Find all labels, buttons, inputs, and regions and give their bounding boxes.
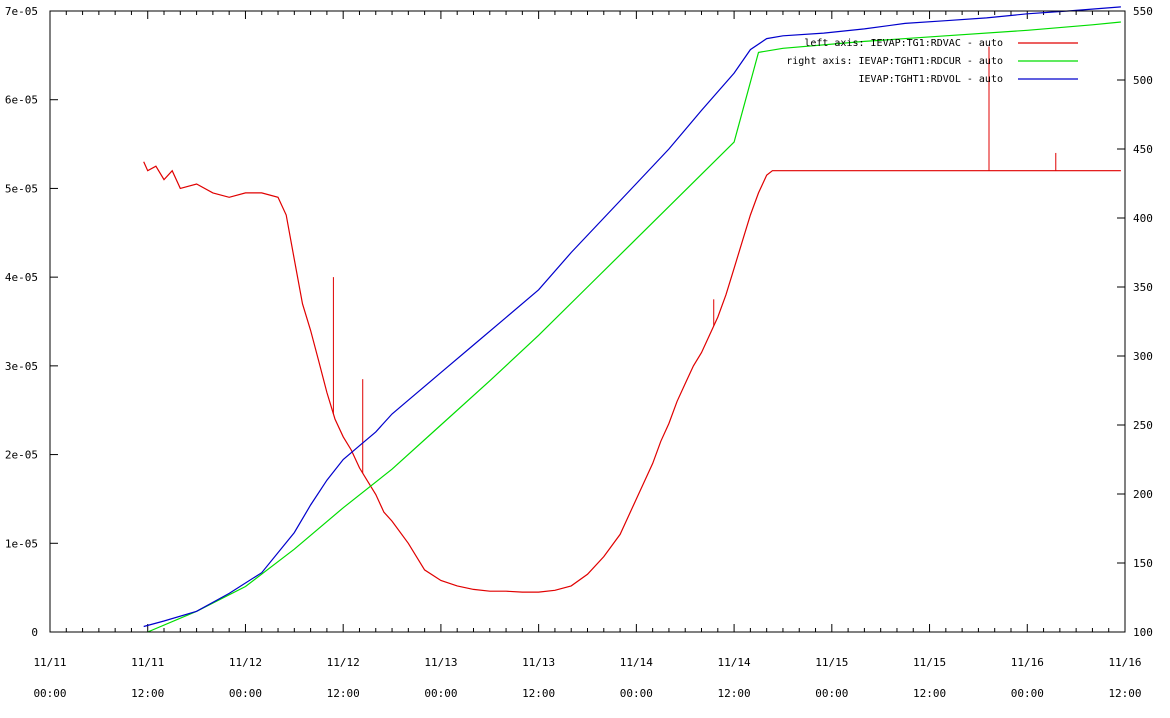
x-axis-time-label: 00:00 — [620, 687, 653, 700]
x-axis-date-label: 11/16 — [1011, 656, 1044, 669]
legend-label-2: right axis: IEVAP:TGHT1:RDCUR - auto — [786, 56, 1003, 67]
x-axis-date-label: 11/15 — [913, 656, 946, 669]
x-axis-date-label: 11/13 — [424, 656, 457, 669]
x-axis-time-label: 12:00 — [131, 687, 164, 700]
x-axis-time-label: 12:00 — [913, 687, 946, 700]
left-axis-tick-label: 7e-05 — [5, 5, 38, 18]
right-axis-tick-label: 150 — [1133, 557, 1153, 570]
left-axis-tick-label: 5e-05 — [5, 182, 38, 195]
right-axis-tick-label: 300 — [1133, 350, 1153, 363]
x-axis-time-label: 12:00 — [1108, 687, 1141, 700]
axis-ticks: 0 1e-05 2e-05 3e-05 4e-05 5e-05 6e-05 7e-05 100 1… — [5, 5, 1153, 700]
left-axis-tick-label: 4e-05 — [5, 271, 38, 284]
x-axis-time-label: 00:00 — [815, 687, 848, 700]
right-axis-tick-label: 550 — [1133, 5, 1153, 18]
x-axis-date-label: 11/15 — [815, 656, 848, 669]
legend-label-1: left axis: IEVAP:TG1:RDVAC - auto — [804, 38, 1003, 49]
x-axis-date-label: 11/11 — [131, 656, 164, 669]
right-axis-tick-label: 500 — [1133, 74, 1153, 87]
left-axis-tick-label: 0 — [31, 626, 38, 639]
plot-frame — [49, 10, 1126, 633]
x-axis-time-label: 12:00 — [327, 687, 360, 700]
x-axis-time-label: 00:00 — [1011, 687, 1044, 700]
right-axis-tick-label: 400 — [1133, 212, 1153, 225]
series-line-2 — [147, 21, 1121, 633]
x-axis-time-label: 12:00 — [718, 687, 751, 700]
right-axis-tick-label: 450 — [1133, 143, 1153, 156]
x-axis-date-label: 11/13 — [522, 656, 555, 669]
x-axis-time-label: 00:00 — [229, 687, 262, 700]
x-axis-date-label: 11/12 — [229, 656, 262, 669]
x-axis-time-label: 00:00 — [33, 687, 66, 700]
right-axis-tick-label: 250 — [1133, 419, 1153, 432]
series-line-3 — [143, 6, 1121, 628]
legend-label-3: IEVAP:TGHT1:RDVOL - auto — [859, 74, 1004, 85]
series-line-1 — [143, 161, 1121, 593]
left-axis-tick-label: 1e-05 — [5, 537, 38, 550]
right-axis-tick-label: 100 — [1133, 626, 1153, 639]
series-layer — [143, 6, 1121, 633]
x-axis-date-label: 11/12 — [327, 656, 360, 669]
left-axis-tick-label: 2e-05 — [5, 449, 38, 462]
right-axis-tick-label: 200 — [1133, 488, 1153, 501]
x-axis-date-label: 11/14 — [718, 656, 751, 669]
x-axis-time-label: 12:00 — [522, 687, 555, 700]
x-axis-date-label: 11/14 — [620, 656, 653, 669]
legend: left axis: IEVAP:TG1:RDVAC - auto right a… — [786, 38, 1078, 85]
right-axis-tick-label: 350 — [1133, 281, 1153, 294]
left-axis-tick-label: 3e-05 — [5, 360, 38, 373]
left-axis-tick-label: 6e-05 — [5, 94, 38, 107]
x-axis-time-label: 00:00 — [424, 687, 457, 700]
x-axis-date-label: 11/11 — [33, 656, 66, 669]
x-axis-date-label: 11/16 — [1108, 656, 1141, 669]
